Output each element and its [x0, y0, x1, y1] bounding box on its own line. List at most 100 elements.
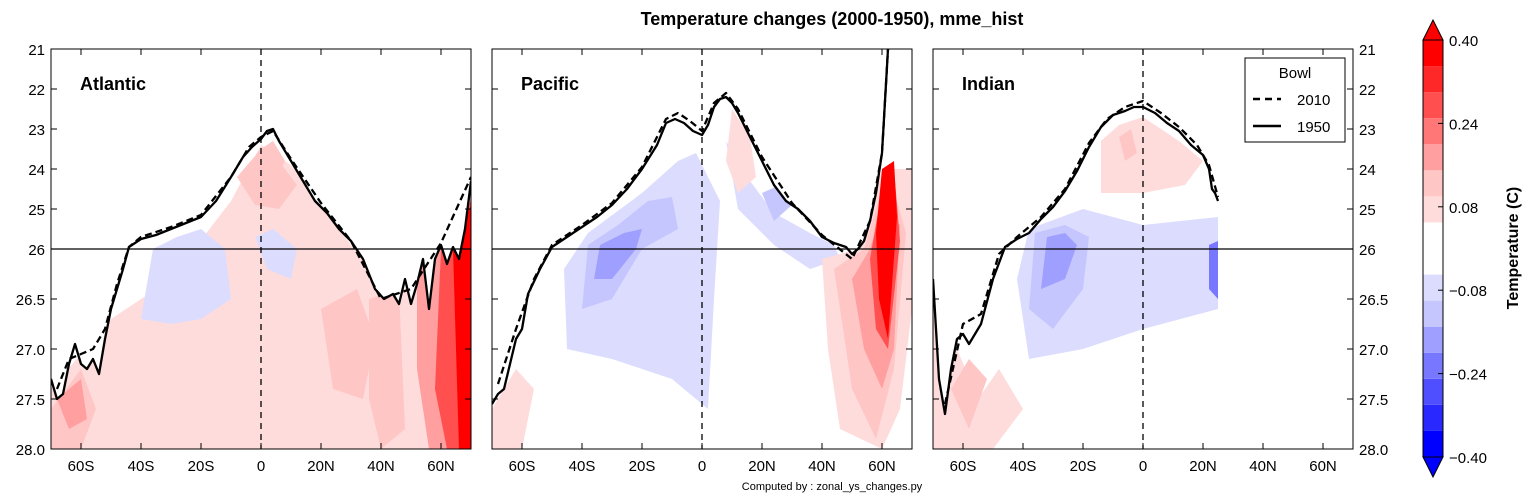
colorbar-frame	[1422, 39, 1444, 458]
colorbar-segment	[1423, 352, 1443, 379]
x-tick-label: 20S	[629, 458, 656, 475]
x-tick-label: 0	[1139, 458, 1147, 475]
right-y-tick-label: 27.5	[1359, 392, 1388, 409]
right-y-tick-label: 25	[1359, 202, 1376, 219]
contour-region	[321, 289, 375, 399]
contour-region	[1209, 241, 1218, 299]
colorbar-tick-label: 0.24	[1449, 116, 1478, 133]
x-tick-label: 60N	[427, 458, 455, 475]
contour-region	[453, 205, 471, 449]
contour-region	[237, 149, 297, 209]
right-y-tick-label: 24	[1359, 162, 1376, 179]
contour-region	[726, 109, 756, 193]
colorbar-segment	[1423, 144, 1443, 171]
plot-area	[51, 49, 471, 449]
x-tick-label: 60N	[868, 458, 896, 475]
y-tick-label: 26.5	[16, 292, 45, 309]
y-tick-label: 27.5	[16, 392, 45, 409]
right-y-tick-label: 22	[1359, 82, 1376, 99]
colorbar-segment	[1423, 274, 1443, 301]
colorbar-segment	[1423, 404, 1443, 431]
footer-text: Computed by : zonal_ys_changes.py	[742, 481, 923, 493]
colorbar-segment	[1423, 378, 1443, 405]
colorbar-tick-label: −0.40	[1449, 450, 1487, 467]
y-tick-label: 24	[28, 162, 45, 179]
y-tick-label: 21	[28, 42, 45, 59]
right-y-tick-label: 27.0	[1359, 342, 1388, 359]
contour-region	[564, 153, 720, 409]
right-y-tick-label: 21	[1359, 42, 1376, 59]
legend-label-2010: 2010	[1297, 92, 1330, 109]
x-tick-label: 40N	[1249, 458, 1277, 475]
panel-title: Atlantic	[80, 74, 146, 94]
x-tick-label: 60S	[509, 458, 536, 475]
colorbar-extend-min	[1422, 456, 1444, 479]
outcrop-mask	[933, 49, 1218, 414]
colorbar-segment	[1423, 40, 1443, 67]
colorbar-segment	[1423, 326, 1443, 353]
colorbar-tick-label: −0.24	[1449, 367, 1487, 384]
panel-pacific: Pacific 60S 40S 20S 0 20N 40N 60N	[491, 48, 913, 475]
colorbar-tick-label: −0.08	[1449, 283, 1487, 300]
x-tick-label: 40S	[569, 458, 596, 475]
x-tick-label: 60N	[1309, 458, 1337, 475]
colorbar-tick-label: 0.40	[1449, 33, 1478, 50]
contour-region	[492, 369, 534, 449]
y-tick-label: 22	[28, 82, 45, 99]
y-tick-label: 28.0	[16, 442, 45, 459]
contour-region	[1119, 129, 1137, 161]
colorbar-tick-label: 0.08	[1449, 200, 1478, 217]
contour-region	[594, 229, 642, 279]
colorbar-segment	[1423, 430, 1443, 457]
right-y-tick-label: 26	[1359, 242, 1376, 259]
y-tick-label: 25	[28, 202, 45, 219]
panel-title: Indian	[962, 74, 1015, 94]
contour-region	[726, 141, 840, 269]
colorbar-segment	[1423, 170, 1443, 197]
bowl-1950-line	[933, 105, 1220, 416]
bowl-2010-line	[55, 129, 471, 390]
x-tick-label: 20N	[1189, 458, 1217, 475]
colorbar: 0.40 0.24 0.08 −0.08 −0.24 −0.40	[1422, 18, 1487, 479]
x-tick-label: 40S	[1010, 458, 1037, 475]
contour-region	[369, 289, 405, 449]
x-tick-label: 20N	[748, 458, 776, 475]
x-tick-label: 40N	[367, 458, 395, 475]
outcrop-mask	[492, 49, 888, 404]
contour-region	[933, 299, 1023, 449]
right-y-tick-label: 26.5	[1359, 292, 1388, 309]
x-tick-label: 20S	[188, 458, 215, 475]
colorbar-extend-max	[1422, 18, 1444, 41]
contour-region	[255, 229, 297, 279]
x-tick-label: 60S	[68, 458, 95, 475]
panel-atlantic: Atlantic 21 22 23 24 25 26 26.5 27.0 27.5 28.0 60S 4…	[16, 42, 472, 475]
colorbar-segment	[1423, 118, 1443, 145]
right-y-tick-label: 23	[1359, 122, 1376, 139]
x-tick-label: 0	[698, 458, 706, 475]
x-tick-label: 40S	[128, 458, 155, 475]
right-y-tick-label: 28.0	[1359, 442, 1388, 459]
x-tick-label: 40N	[808, 458, 836, 475]
chart-title: Temperature changes (2000-1950), mme_his…	[641, 9, 1024, 29]
colorbar-segment	[1423, 300, 1443, 327]
panel-title: Pacific	[521, 74, 579, 94]
legend-label-1950: 1950	[1297, 119, 1330, 136]
y-tick-label: 27.0	[16, 342, 45, 359]
colorbar-segment	[1423, 222, 1443, 275]
colorbar-segment	[1423, 196, 1443, 223]
plot-area	[492, 49, 912, 449]
colorbar-segment	[1423, 66, 1443, 93]
bowl-1950-line	[51, 127, 471, 401]
contour-region	[876, 161, 897, 339]
panels: Atlantic 21 22 23 24 25 26 26.5 27.0 27.5 28.0 60S 4…	[16, 42, 1354, 475]
legend: Bowl 2010 1950	[1244, 57, 1346, 143]
y-tick-label: 23	[28, 122, 45, 139]
contour-region	[141, 229, 231, 324]
right-y-axis: 21 22 23 24 25 26 26.5 27.0 27.5 28.0	[1359, 42, 1388, 459]
contour-region	[261, 141, 285, 185]
x-tick-label: 60S	[950, 458, 977, 475]
y-tick-label: 26	[28, 242, 45, 259]
colorbar-label: Temperature (C)	[1505, 187, 1522, 309]
contour-region	[1041, 233, 1077, 289]
